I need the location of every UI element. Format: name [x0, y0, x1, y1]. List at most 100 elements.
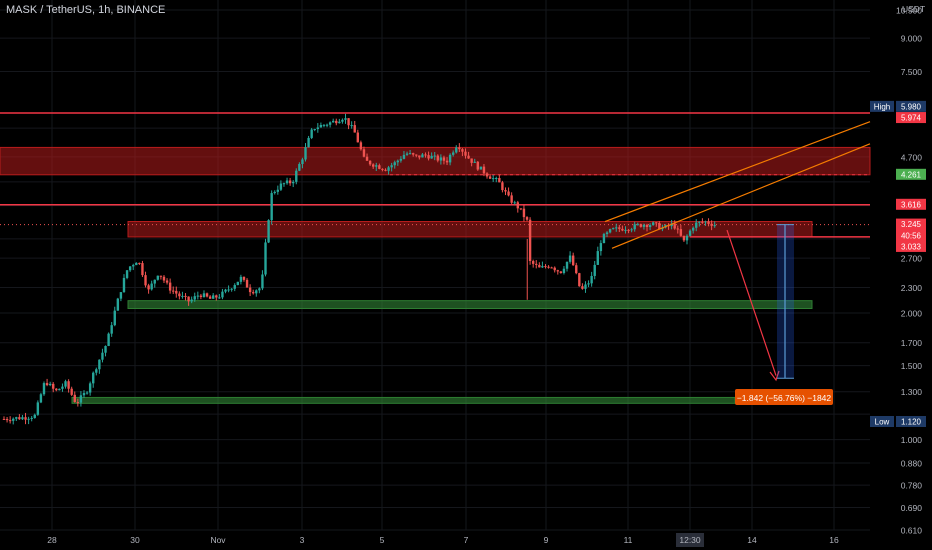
candle-body — [153, 279, 156, 284]
price-badge — [896, 112, 926, 124]
candle-body — [132, 265, 135, 267]
candle-body — [353, 125, 356, 133]
candle-body — [248, 287, 252, 293]
candle-body — [488, 176, 492, 179]
channel-line-lower[interactable] — [611, 143, 871, 249]
candle-body — [199, 295, 203, 297]
candle-body — [695, 222, 698, 228]
candle-body — [467, 155, 470, 159]
candle-body — [442, 157, 446, 161]
candle-body — [172, 290, 175, 292]
candle-body — [88, 383, 92, 393]
candle-body — [319, 125, 323, 128]
candle-body — [381, 168, 384, 170]
candle-body — [276, 189, 280, 192]
candle-body — [227, 289, 230, 291]
channel-line-upper[interactable] — [604, 121, 871, 223]
candle-body — [402, 154, 406, 159]
candle-body — [396, 160, 400, 163]
candle-body — [141, 263, 144, 276]
candle-body — [255, 290, 258, 294]
candle-body — [98, 359, 101, 370]
candle-body — [307, 137, 310, 148]
candle-body — [175, 290, 178, 294]
candle-body — [541, 266, 544, 268]
candle-body — [178, 293, 181, 297]
candle-body — [285, 180, 289, 184]
candle-body — [464, 151, 467, 156]
candle-body — [655, 222, 658, 224]
candle-body — [159, 275, 163, 277]
candle-body — [110, 325, 113, 334]
candle-body — [42, 383, 46, 395]
price-badge — [896, 100, 926, 112]
candle-body — [636, 224, 639, 226]
candle-body — [390, 165, 393, 168]
price-badge-value: 5.974 — [901, 114, 922, 123]
candle-body — [156, 275, 160, 280]
candle-body — [107, 333, 110, 346]
candle-body — [270, 193, 273, 221]
candle-body — [122, 277, 126, 293]
candle-body — [418, 155, 421, 158]
time-tick-label: 30 — [130, 535, 140, 545]
projection-arrow[interactable] — [726, 229, 777, 376]
candle-body — [393, 162, 396, 166]
candle-body — [430, 155, 433, 159]
candle-body — [184, 295, 187, 297]
candle-body — [615, 227, 618, 229]
price-badge — [896, 218, 926, 243]
price-tick-label: 2.700 — [901, 254, 923, 264]
candle-body — [95, 369, 98, 373]
candle-body — [304, 147, 307, 160]
candle-body — [550, 267, 553, 269]
projection-label: −1.842 (−56.76%) −1842 — [737, 393, 832, 403]
candle-body — [362, 149, 366, 157]
candle-body — [633, 224, 636, 230]
candle-body — [378, 165, 381, 169]
candle-body — [335, 120, 338, 124]
candle-body — [347, 118, 350, 126]
candle-body — [301, 159, 304, 165]
candle-body — [76, 402, 80, 404]
candle-body — [590, 275, 593, 284]
candle-body — [212, 295, 215, 299]
candle-body — [264, 242, 267, 275]
price-tick-label: 1.000 — [901, 435, 923, 445]
candle-body — [359, 142, 363, 150]
badge-tag — [870, 100, 894, 112]
candle-body — [531, 261, 535, 264]
candle-body — [528, 219, 532, 262]
candle-body — [12, 418, 15, 421]
candle-body — [559, 271, 563, 273]
candle-body — [27, 418, 30, 420]
candle-body — [313, 129, 316, 131]
candle-body — [507, 191, 510, 196]
candle-body — [128, 266, 132, 271]
candle-body — [476, 161, 479, 170]
candle-body — [679, 229, 683, 236]
price-badge-value: 3.245 — [901, 220, 922, 229]
candle-body — [473, 161, 476, 163]
badge-tag — [870, 416, 894, 427]
candle-body — [15, 417, 18, 419]
candle-body — [479, 166, 483, 170]
candle-body — [405, 153, 409, 155]
candle-body — [485, 173, 489, 177]
crosshair-time-badge — [676, 533, 704, 547]
candle-body — [331, 120, 335, 123]
candle-body — [458, 147, 461, 150]
candle-body — [445, 160, 449, 163]
candle-body — [365, 156, 369, 161]
candle-body — [387, 167, 390, 171]
candle-body — [411, 153, 415, 155]
candle-body — [162, 276, 166, 281]
candle-body — [611, 228, 615, 230]
candle-body — [658, 223, 661, 230]
time-tick-label: 5 — [380, 535, 385, 545]
candle-body — [544, 266, 547, 268]
candle-body — [421, 154, 424, 158]
candle-body — [461, 149, 464, 152]
candle-body — [224, 289, 227, 292]
